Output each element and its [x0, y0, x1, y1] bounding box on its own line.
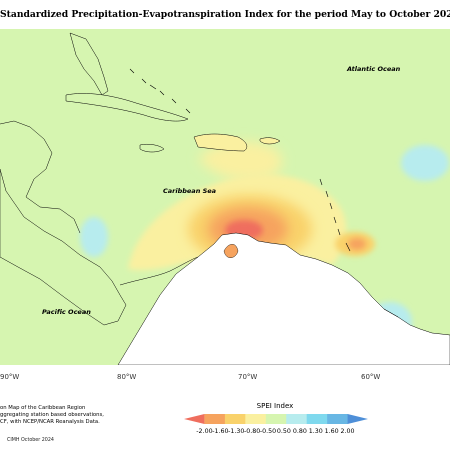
credit-text: CIMH October 2024	[7, 438, 54, 443]
legend-swatch	[265, 414, 287, 424]
legend-swatch	[306, 414, 328, 424]
lesser-antilles	[319, 178, 351, 252]
cuba-island	[65, 93, 189, 122]
hispaniola-island	[193, 133, 248, 152]
south-america-land	[117, 232, 450, 365]
legend-tick-label: -1.30	[228, 428, 245, 435]
legend-swatch	[184, 414, 205, 424]
legend-tick-label: 1.30	[308, 428, 323, 435]
legend-title: SPEI Index	[256, 402, 294, 410]
legend-tick-label: 2.00	[340, 428, 355, 435]
lon-tick-70w: 70°W	[238, 373, 258, 381]
legend-colorbar	[184, 414, 368, 424]
central-america-coast	[0, 120, 81, 234]
pacific-ocean-label: Pacific Ocean	[42, 308, 91, 316]
panama-colombia-coast	[119, 256, 199, 286]
legend-tick-label: -2.00	[196, 428, 213, 435]
puerto-rico-island	[259, 137, 281, 145]
legend-swatch	[245, 414, 267, 424]
legend-swatch	[204, 414, 226, 424]
footnote-line-2: ggregating station based observations,	[0, 412, 104, 418]
legend-tick-label: -0.80	[243, 428, 261, 435]
central-america-land	[0, 168, 127, 326]
jamaica-island	[139, 143, 165, 153]
lon-tick-80w: 80°W	[117, 373, 137, 381]
atlantic-ocean-label: Atlantic Ocean	[347, 65, 401, 73]
venezuela-gulf	[223, 244, 239, 258]
trinidad-dry-anomaly	[335, 232, 375, 256]
spei-map: Atlantic Ocean Caribbean Sea Pacific Oce…	[0, 29, 450, 365]
caribbean-sea-label: Caribbean Sea	[163, 187, 217, 195]
legend-tick-label: 0.80	[292, 428, 307, 435]
legend-swatch	[327, 414, 348, 424]
guyana-coast	[371, 296, 399, 318]
florida-coast	[69, 32, 109, 96]
lon-tick-90w: 90°W	[0, 373, 20, 381]
map-canvas	[0, 29, 450, 365]
lon-tick-60w: 60°W	[361, 373, 381, 381]
legend-ticks: -2.00 -1.60 -1.30 -0.80 -0.50 0.50 0.80 1.30 1.6…	[182, 428, 372, 438]
legend-tick-label: -1.60	[212, 428, 229, 435]
map-title: Standardized Precipitation-Evapotranspir…	[0, 9, 450, 20]
legend-swatch	[286, 414, 307, 424]
bahamas-islands	[129, 68, 191, 114]
legend-tick-label: -0.50	[259, 428, 277, 435]
legend-swatch	[347, 414, 368, 424]
footnote-line-3: CF, with NCEP/NCAR Reanalysis Data.	[0, 419, 100, 425]
legend-tick-label: 1.60	[324, 428, 339, 435]
footnote-line-1: on Map of the Caribbean Region	[0, 405, 86, 411]
legend-swatch	[224, 414, 246, 424]
legend-tick-label: 0.50	[276, 428, 291, 435]
